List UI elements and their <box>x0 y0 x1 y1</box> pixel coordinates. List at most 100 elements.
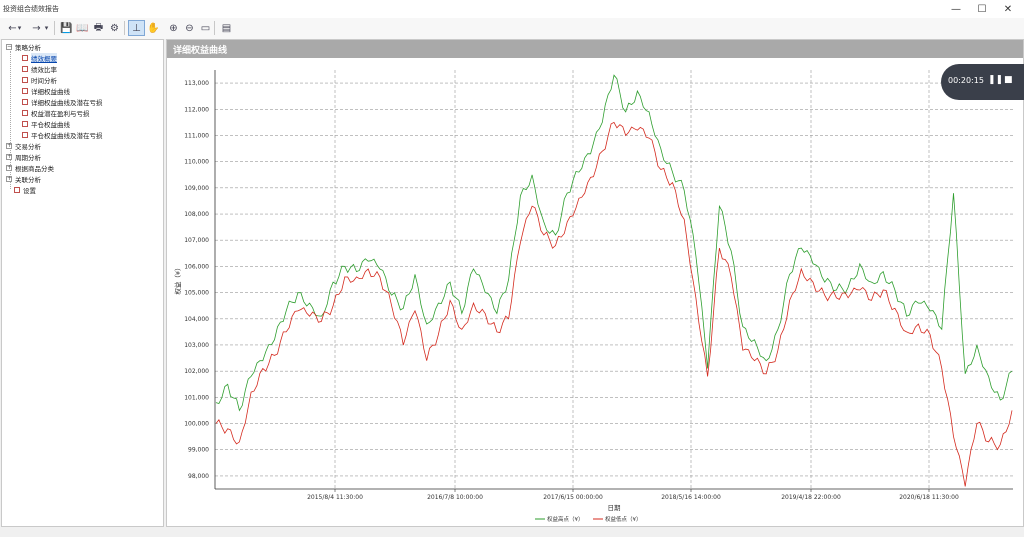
title-bar: 投资组合绩效报告 — ☐ ✕ <box>0 0 1024 18</box>
equity-chart[interactable]: 98,000 99,000 100,000 101,000 102,000 103,000… <box>167 58 1023 526</box>
expand-icon[interactable]: + <box>6 141 13 149</box>
window-title: 投资组合绩效报告 <box>3 5 59 13</box>
export-image-icon[interactable]: ▤ <box>221 22 232 34</box>
cursor-crosshair-icon[interactable]: ⊥ <box>128 20 145 36</box>
legend-label: 权益高点（¥） <box>547 515 584 523</box>
zoom-out-icon[interactable]: ⊖ <box>185 22 194 34</box>
tree-item[interactable]: 详细权益曲线及潜在亏损 <box>22 96 103 107</box>
settings-icon[interactable]: ⚙ <box>110 22 119 34</box>
close-button[interactable]: ✕ <box>1003 3 1013 15</box>
y-axis-label: 权益（¥） <box>173 264 182 294</box>
y-tick-label: 98,000 <box>188 473 209 480</box>
y-tick-label: 108,000 <box>184 211 209 218</box>
series-line <box>215 74 1013 412</box>
toolbar-separator <box>124 21 125 35</box>
tree-item-label: 绩效比率 <box>31 65 57 74</box>
tree-item[interactable]: 详细权益曲线 <box>22 85 70 96</box>
y-tick-label: 101,000 <box>184 394 209 401</box>
forward-dropdown-icon[interactable]: ▾ <box>44 24 49 32</box>
tree-item-label: 策略分析 <box>15 43 41 52</box>
tree-item[interactable]: + 根据商品分类 <box>6 162 54 173</box>
x-axis-label: 日期 <box>608 504 622 512</box>
pause-icon[interactable]: ❚❚ <box>988 75 1004 85</box>
pan-hand-icon[interactable]: ✋ <box>147 22 160 34</box>
tree-item[interactable]: 绩效比率 <box>22 63 57 74</box>
y-tick-label: 113,000 <box>184 80 209 87</box>
tree-item-label: 权益潜在盈利与亏损 <box>31 109 90 118</box>
y-tick-label: 99,000 <box>188 447 209 454</box>
series-line <box>215 121 1013 487</box>
expand-icon[interactable]: + <box>6 174 13 182</box>
y-tick-label: 104,000 <box>184 316 209 323</box>
tree-item-label: 根据商品分类 <box>15 164 54 173</box>
print-icon[interactable]: 🖶 <box>93 21 104 33</box>
tree-item[interactable]: + 周期分析 <box>6 151 41 162</box>
tree-item-label: 详细权益曲线及潜在亏损 <box>31 98 103 107</box>
fit-page-icon[interactable]: ▭ <box>200 22 211 34</box>
tree-item-label: 关联分析 <box>15 175 41 184</box>
tree-item-label: 交易分析 <box>15 142 41 151</box>
y-tick-label: 110,000 <box>184 159 209 166</box>
report-page-icon <box>22 76 28 83</box>
save-icon[interactable]: 💾 <box>60 22 73 34</box>
y-tick-label: 109,000 <box>184 185 209 192</box>
stop-icon[interactable]: ■ <box>1004 75 1013 85</box>
report-page-icon <box>22 54 28 61</box>
back-icon[interactable]: ← <box>8 22 17 34</box>
tree-item[interactable]: 绩效概要 <box>22 52 57 63</box>
report-page-icon <box>22 65 28 72</box>
tree-item[interactable]: + 关联分析 <box>6 173 41 184</box>
tree-item[interactable]: 时间分析 <box>22 74 57 85</box>
tree-item[interactable]: 平仓权益曲线及潜在亏损 <box>22 129 103 140</box>
expand-icon[interactable]: + <box>6 163 13 171</box>
recording-timer: 00:20:15 ❚❚ ■ <box>941 64 1024 100</box>
y-tick-label: 102,000 <box>184 368 209 375</box>
report-page-icon <box>22 87 28 94</box>
tree-item-label: 周期分析 <box>15 153 41 162</box>
tree-item[interactable]: + 交易分析 <box>6 140 41 151</box>
zoom-in-icon[interactable]: ⊕ <box>169 22 178 34</box>
tree-item-label: 平仓权益曲线及潜在亏损 <box>31 131 103 140</box>
x-tick-label: 2016/7/8 10:00:00 <box>427 494 483 501</box>
x-tick-label: 2017/6/15 00:00:00 <box>543 494 603 501</box>
y-tick-label: 100,000 <box>184 421 209 428</box>
maximize-button[interactable]: ☐ <box>977 3 987 15</box>
tree-item[interactable]: 平仓权益曲线 <box>22 118 70 129</box>
report-page-icon <box>14 186 20 193</box>
y-tick-label: 107,000 <box>184 237 209 244</box>
tree-item[interactable]: 设置 <box>14 184 36 195</box>
legend-label: 权益低点（¥） <box>605 515 642 523</box>
tree-item-label: 设置 <box>23 186 36 195</box>
tree-item[interactable]: − 策略分析 <box>6 41 41 52</box>
y-tick-label: 106,000 <box>184 263 209 270</box>
toolbar-separator <box>54 21 55 35</box>
tree-item-label: 绩效概要 <box>31 52 57 63</box>
x-tick-label: 2015/8/4 11:30:00 <box>307 494 363 501</box>
x-tick-label: 2018/5/16 14:00:00 <box>661 494 721 501</box>
x-tick-label: 2019/4/18 22:00:00 <box>781 494 841 501</box>
back-dropdown-icon[interactable]: ▾ <box>17 24 22 32</box>
minimize-button[interactable]: — <box>951 3 961 15</box>
tree-item-label: 详细权益曲线 <box>31 87 70 96</box>
y-tick-label: 105,000 <box>184 290 209 297</box>
plot-area <box>215 70 1013 489</box>
tree-item[interactable]: 权益潜在盈利与亏损 <box>22 107 90 118</box>
toolbar: ← ▾ → ▾ 💾 📖 🖶 ⚙ ⊥ ✋ ⊕ ⊖ ▭ ▤ <box>0 18 1024 39</box>
x-tick-label: 2020/6/18 11:30:00 <box>899 494 959 501</box>
tree-item-label: 平仓权益曲线 <box>31 120 70 129</box>
tree-item-label: 时间分析 <box>31 76 57 85</box>
chart-panel: 详细权益曲线 98,000 99,000 100,000 101,000 102,000… <box>166 39 1024 527</box>
report-page-icon <box>22 131 28 138</box>
panel-header: 详细权益曲线 <box>167 40 1023 58</box>
open-icon[interactable]: 📖 <box>76 22 89 34</box>
navigation-tree: − 策略分析 绩效概要绩效比率时间分析详细权益曲线详细权益曲线及潜在亏损 权益潜在盈利… <box>1 39 164 527</box>
report-page-icon <box>22 109 28 116</box>
panel-title: 详细权益曲线 <box>173 46 228 56</box>
y-tick-label: 112,000 <box>184 106 209 113</box>
toolbar-separator <box>214 21 215 35</box>
forward-icon[interactable]: → <box>32 22 41 34</box>
tree-guide-line <box>10 51 11 189</box>
collapse-icon[interactable]: − <box>6 42 13 50</box>
expand-icon[interactable]: + <box>6 152 13 160</box>
y-tick-label: 111,000 <box>184 132 209 139</box>
